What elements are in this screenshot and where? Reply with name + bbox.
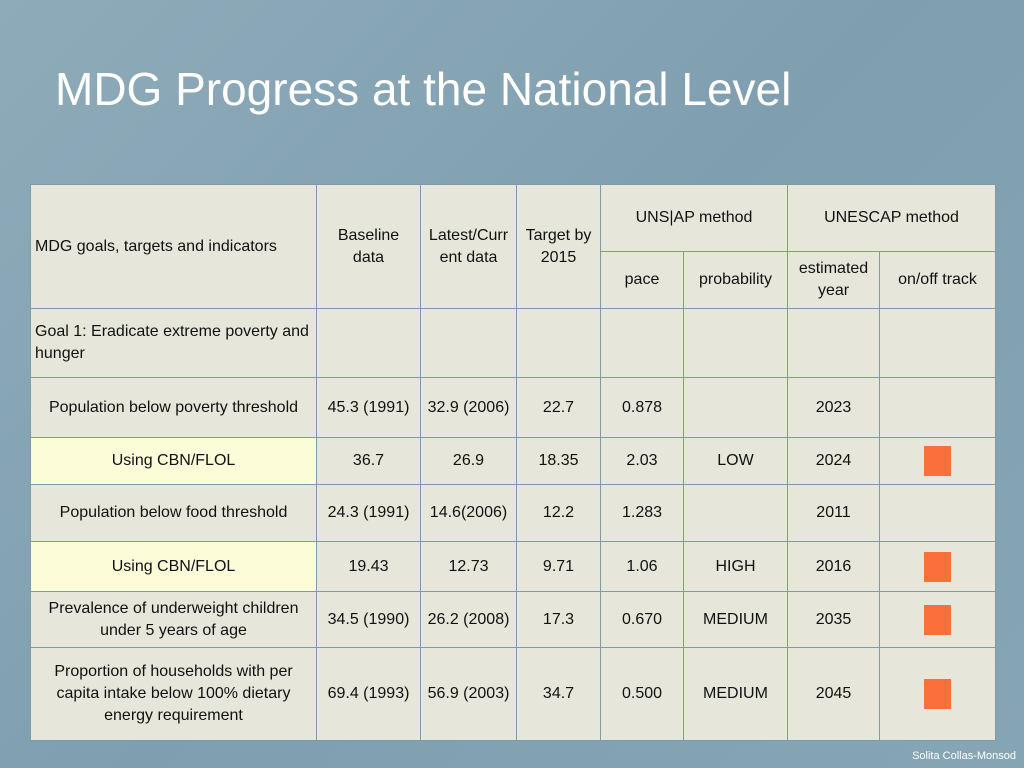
table-cell: 2045 bbox=[787, 647, 880, 741]
table-cell: 69.4 (1993) bbox=[316, 647, 421, 741]
table-cell: 0.500 bbox=[600, 647, 684, 741]
header-cell: probability bbox=[683, 251, 788, 309]
header-cell: Target by 2015 bbox=[516, 184, 601, 309]
header-cell: estimated year bbox=[787, 251, 880, 309]
header-cell: MDG goals, targets and indicators bbox=[30, 184, 317, 309]
table-cell: HIGH bbox=[683, 541, 788, 592]
table-cell bbox=[683, 377, 788, 438]
table-cell bbox=[879, 437, 996, 485]
table-cell bbox=[879, 541, 996, 592]
table-cell bbox=[879, 377, 996, 438]
table-cell bbox=[787, 308, 880, 378]
table-cell: Using CBN/FLOL bbox=[30, 541, 317, 592]
table-cell: LOW bbox=[683, 437, 788, 485]
table-row: Population below poverty threshold 45.3 (… bbox=[30, 377, 996, 438]
header-row: pace probability estimated year on/off t… bbox=[31, 251, 996, 309]
table-row: Prevalence of underweight children under… bbox=[30, 591, 996, 648]
table-cell: 1.06 bbox=[600, 541, 684, 592]
header-cell: on/off track bbox=[879, 251, 996, 309]
table-cell: 0.878 bbox=[600, 377, 684, 438]
table-cell: 45.3 (1991) bbox=[316, 377, 421, 438]
table-row: Population below food threshold 24.3 (199… bbox=[30, 484, 996, 542]
table-cell: 56.9 (2003) bbox=[420, 647, 517, 741]
table-cell: 12.2 bbox=[516, 484, 601, 542]
header-row: MDG goals, targets and indicators Baseli… bbox=[30, 184, 996, 309]
table-cell: Population below poverty threshold bbox=[30, 377, 317, 438]
table-cell bbox=[879, 591, 996, 648]
table-cell: 2024 bbox=[787, 437, 880, 485]
table-row: Proportion of households with per capita… bbox=[30, 647, 996, 741]
header-cell: pace bbox=[600, 251, 684, 309]
header-cell: Baseline data bbox=[316, 184, 421, 309]
table-cell bbox=[879, 484, 996, 542]
off-track-marker bbox=[924, 446, 951, 476]
table-row: Goal 1: Eradicate extreme poverty and hu… bbox=[30, 308, 996, 378]
table-cell: 2035 bbox=[787, 591, 880, 648]
table-cell: Using CBN/FLOL bbox=[30, 437, 317, 485]
table-cell: 26.9 bbox=[420, 437, 517, 485]
off-track-marker bbox=[924, 551, 951, 582]
table-cell: 12.73 bbox=[420, 541, 517, 592]
slide-title: MDG Progress at the National Level bbox=[55, 63, 792, 115]
table-cell: 19.43 bbox=[316, 541, 421, 592]
table-cell bbox=[683, 484, 788, 542]
table-cell bbox=[600, 308, 684, 378]
table-cell: 9.71 bbox=[516, 541, 601, 592]
table-cell: 26.2 (2008) bbox=[420, 591, 517, 648]
table-cell: Goal 1: Eradicate extreme poverty and hu… bbox=[30, 308, 317, 378]
table-cell: 1.283 bbox=[600, 484, 684, 542]
table-cell bbox=[879, 647, 996, 741]
table-row: Using CBN/FLOL 36.7 26.9 18.35 2.03 LOW 2024 bbox=[30, 437, 996, 485]
off-track-marker bbox=[924, 679, 951, 709]
off-track-marker bbox=[924, 604, 951, 635]
progress-table: MDG goals, targets and indicators Baseli… bbox=[30, 184, 996, 741]
table-cell: 24.3 (1991) bbox=[316, 484, 421, 542]
table-cell: 0.670 bbox=[600, 591, 684, 648]
table-cell bbox=[420, 308, 517, 378]
table-cell: 18.35 bbox=[516, 437, 601, 485]
table-cell: 14.6(2006) bbox=[420, 484, 517, 542]
table-cell: 32.9 (2006) bbox=[420, 377, 517, 438]
table-cell: MEDIUM bbox=[683, 591, 788, 648]
header-cell: UNESCAP method bbox=[787, 184, 996, 252]
table-cell: Prevalence of underweight children under… bbox=[30, 591, 317, 648]
footer: Solita Collas-Monsod bbox=[912, 750, 1016, 762]
header-cell: Latest/Current data bbox=[420, 184, 517, 309]
table-cell: 34.7 bbox=[516, 647, 601, 741]
table-cell: 2016 bbox=[787, 541, 880, 592]
table-cell bbox=[316, 308, 421, 378]
table-cell bbox=[879, 308, 996, 378]
table-cell: 2023 bbox=[787, 377, 880, 438]
table-cell bbox=[516, 308, 601, 378]
table-row: Using CBN/FLOL 19.43 12.73 9.71 1.06 HIGH 2016 bbox=[30, 541, 996, 592]
table-cell: 34.5 (1990) bbox=[316, 591, 421, 648]
table-cell: MEDIUM bbox=[683, 647, 788, 741]
table-cell: 17.3 bbox=[516, 591, 601, 648]
table-cell bbox=[683, 308, 788, 378]
table-cell: 22.7 bbox=[516, 377, 601, 438]
header-cell: UNS|AP method bbox=[600, 184, 788, 252]
table-cell: 2011 bbox=[787, 484, 880, 542]
table-cell: 2.03 bbox=[600, 437, 684, 485]
table-cell: Proportion of households with per capita… bbox=[30, 647, 317, 741]
table-cell: 36.7 bbox=[316, 437, 421, 485]
table-cell: Population below food threshold bbox=[30, 484, 317, 542]
